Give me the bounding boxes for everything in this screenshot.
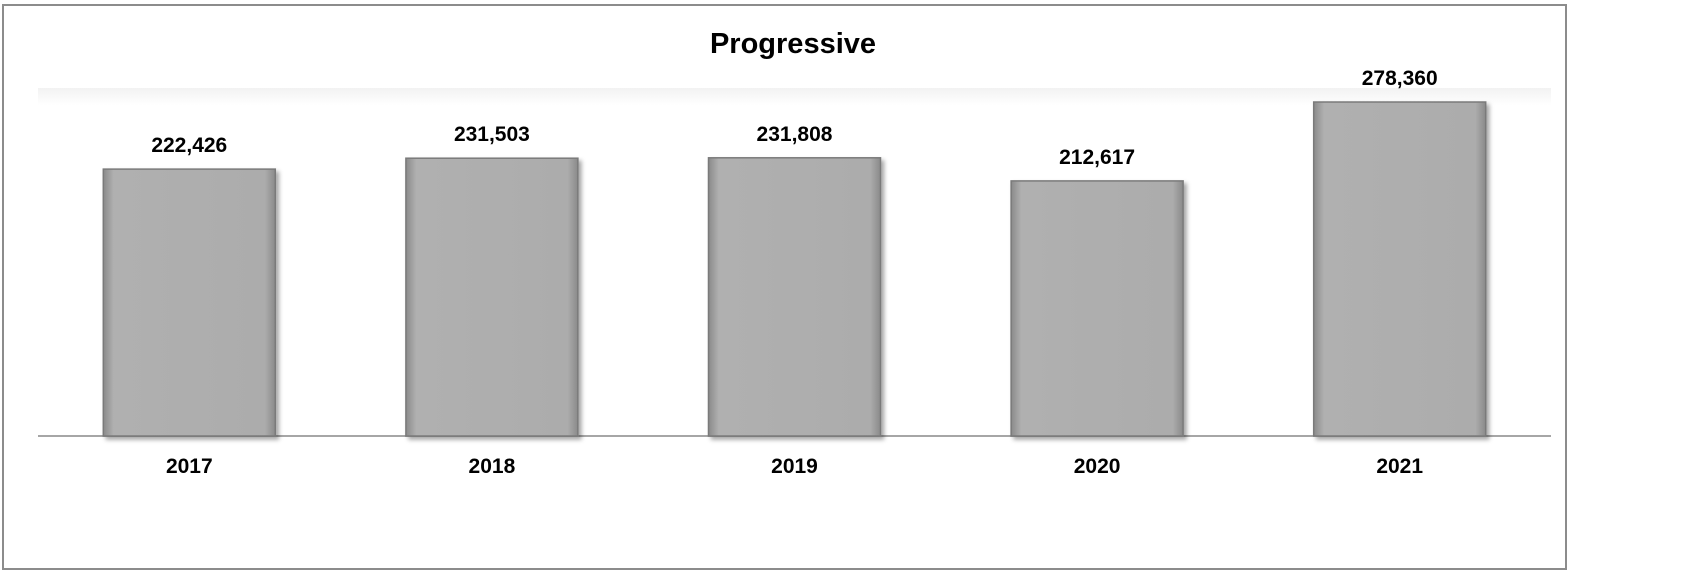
bar-2018 [405,157,579,437]
bar-2017 [102,168,277,437]
value-label-2017: 222,426 [151,134,227,157]
x-tick-label-2017: 2017 [166,455,213,478]
value-label-2021: 278,360 [1362,67,1438,90]
x-tick-label-2019: 2019 [771,455,818,478]
value-label-2020: 212,617 [1059,146,1135,169]
bar-2020 [1010,180,1184,437]
value-label-2019: 231,808 [757,123,833,146]
x-tick-label-2020: 2020 [1074,455,1121,478]
bar-2019 [707,157,882,437]
value-label-2018: 231,503 [454,123,530,146]
bar-2021 [1312,101,1487,437]
x-tick-label-2018: 2018 [469,455,516,478]
x-tick-label-2021: 2021 [1376,455,1423,478]
chart-title: Progressive [709,28,877,60]
